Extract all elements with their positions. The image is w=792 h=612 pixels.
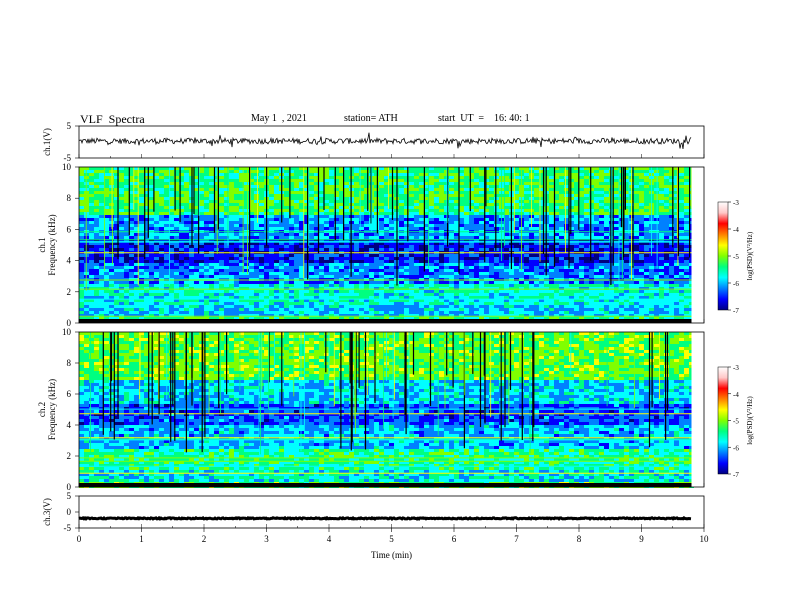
x-tick-label: 8	[577, 534, 582, 544]
x-axis-label: Time (min)	[371, 550, 412, 560]
y-tick-label: 5	[67, 121, 72, 131]
colorbar-tick-label: -4	[733, 226, 739, 234]
y-tick-label: 2	[67, 451, 72, 461]
colorbar-tick-label: -5	[733, 253, 739, 261]
colorbar-tick-label: -3	[733, 364, 739, 372]
station-label: station= ATH	[344, 113, 398, 124]
y-axis-label: Frequency (kHz)	[47, 214, 57, 275]
colorbar-tick-label: -6	[733, 280, 739, 288]
y-tick-label: 10	[62, 162, 72, 172]
y-axis-label: ch.3(V)	[42, 498, 52, 526]
colorbar-tick-label: -5	[733, 418, 739, 426]
y-tick-label: 6	[67, 224, 72, 234]
x-tick-label: 5	[389, 534, 394, 544]
colorbar-label: log(PSD)(V²/Hz)	[746, 396, 754, 445]
x-tick-label: 3	[264, 534, 269, 544]
ch1-waveform-line	[78, 132, 692, 149]
colorbar-ch1	[717, 201, 729, 311]
y-axis-label: ch.1(V)	[42, 128, 52, 156]
x-tick-label: 7	[514, 534, 519, 544]
y-axis-label: Frequency (kHz)	[47, 379, 57, 440]
y-tick-label: 0	[67, 318, 72, 328]
y-axis-label: ch.1	[37, 237, 47, 252]
x-tick-label: 0	[77, 534, 82, 544]
ch3-waveform-line	[78, 515, 692, 522]
y-tick-label: 10	[62, 327, 72, 337]
spectrogram-ch2	[79, 332, 704, 488]
x-tick-label: 10	[700, 534, 710, 544]
panel-frame	[78, 495, 705, 529]
colorbar-ch2	[717, 366, 729, 475]
y-axis-label: ch.2	[37, 402, 47, 417]
y-tick-label: 0	[67, 507, 72, 517]
y-tick-label: 6	[67, 389, 72, 399]
spectrogram-ch1	[79, 167, 704, 323]
x-tick-label: 2	[202, 534, 207, 544]
y-tick-label: -5	[64, 153, 72, 163]
x-tick-label: 6	[452, 534, 457, 544]
colorbar-tick-label: -3	[733, 199, 739, 207]
colorbar-tick-label: -7	[733, 471, 739, 479]
colorbar-label: log(PSD)(V²/Hz)	[746, 231, 754, 280]
y-tick-label: 8	[67, 193, 72, 203]
colorbar-tick-label: -6	[733, 444, 739, 452]
x-tick-label: 9	[639, 534, 644, 544]
date-label: May 1 , 2021	[251, 113, 307, 124]
start-time-label: start UT = 16: 40: 1	[438, 113, 530, 124]
y-tick-label: 4	[67, 256, 72, 266]
x-tick-label: 4	[327, 534, 332, 544]
y-tick-label: -5	[64, 523, 72, 533]
x-tick-label: 1	[139, 534, 144, 544]
y-tick-label: 2	[67, 287, 72, 297]
colorbar-tick-label: -7	[733, 307, 739, 315]
y-tick-label: 5	[67, 491, 72, 501]
colorbar-tick-label: -4	[733, 391, 739, 399]
y-tick-label: 8	[67, 358, 72, 368]
y-tick-label: 0	[67, 482, 72, 492]
y-tick-label: 4	[67, 420, 72, 430]
figure-title: VLF Spectra	[80, 112, 145, 126]
